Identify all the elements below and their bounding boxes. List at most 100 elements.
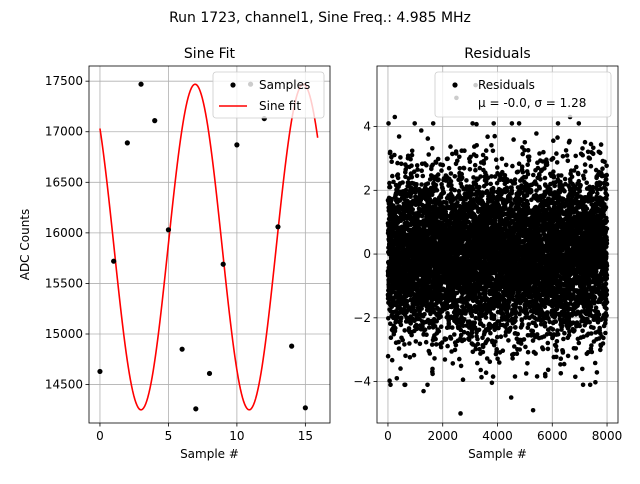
residual-point <box>449 336 454 341</box>
residual-point <box>462 148 467 153</box>
residual-point <box>495 165 500 170</box>
residual-point <box>484 370 489 375</box>
residual-point <box>486 337 491 342</box>
residual-point <box>462 337 467 342</box>
legend-samples-label: Samples <box>259 78 310 92</box>
residual-point <box>435 188 440 193</box>
residual-point <box>387 181 392 186</box>
residual-point <box>475 337 480 342</box>
residual-point <box>500 157 505 162</box>
residual-point <box>414 182 419 187</box>
sample-point <box>193 406 198 411</box>
residual-point <box>516 170 521 175</box>
sine-fit-xtick-label: 15 <box>298 429 313 443</box>
residuals-xtick-label: 4000 <box>482 429 513 443</box>
residual-point <box>439 324 444 329</box>
residual-point <box>434 342 439 347</box>
legend-fit-label: Sine fit <box>259 99 301 113</box>
residual-point <box>511 137 516 142</box>
figure-suptitle: Run 1723, channel1, Sine Freq.: 4.985 MH… <box>169 10 471 26</box>
residual-point <box>468 167 473 172</box>
residual-points <box>386 121 610 387</box>
residual-point <box>459 364 464 369</box>
residual-point <box>474 143 479 148</box>
residual-point <box>464 178 469 183</box>
residual-point <box>452 188 457 193</box>
residual-point <box>468 159 473 164</box>
residual-point <box>407 341 412 346</box>
sample-point <box>234 142 239 147</box>
residual-point <box>400 180 405 185</box>
residual-point <box>445 344 450 349</box>
residual-point <box>410 149 415 154</box>
residual-point <box>520 318 525 323</box>
sine-fit-ytick-label: 15500 <box>45 276 83 290</box>
residual-point <box>490 381 495 386</box>
residual-point <box>431 121 436 126</box>
residual-point <box>424 332 429 337</box>
residual-point <box>432 356 437 361</box>
residual-point <box>479 375 484 380</box>
residual-point <box>477 185 482 190</box>
residual-point <box>407 326 412 331</box>
sample-point <box>152 118 157 123</box>
sample-point <box>138 82 143 87</box>
residual-point <box>451 361 456 366</box>
residual-point <box>513 374 518 379</box>
residual-point <box>517 121 522 126</box>
residual-point <box>475 361 480 366</box>
residual-point <box>430 146 435 151</box>
residual-point <box>426 181 431 186</box>
residual-point <box>403 383 408 388</box>
residual-point <box>449 171 454 176</box>
residual-point <box>412 353 417 358</box>
residual-point <box>388 150 393 155</box>
residual-point <box>403 354 408 359</box>
residual-point <box>410 153 415 158</box>
residual-point <box>457 357 462 362</box>
sine-fit-ytick-label: 14500 <box>45 378 83 392</box>
residual-point <box>481 324 486 329</box>
residual-point <box>492 313 497 318</box>
residual-point <box>388 383 393 388</box>
residual-point <box>506 304 511 309</box>
residual-point <box>396 176 401 181</box>
residual-point <box>389 159 394 164</box>
residual-point <box>478 174 483 179</box>
residual-point <box>488 359 493 364</box>
residual-point <box>494 157 499 162</box>
residuals-ytick-label: 2 <box>363 183 371 197</box>
residual-point <box>513 177 518 182</box>
sine-fit-ytick-label: 16500 <box>45 175 83 189</box>
residual-point <box>452 332 457 337</box>
residual-point <box>412 121 417 126</box>
residual-point <box>433 337 438 342</box>
residual-point <box>450 152 455 157</box>
residual-point <box>396 340 401 345</box>
residual-point <box>442 191 447 196</box>
sine-fit-frame <box>89 66 330 423</box>
residual-point <box>392 153 397 158</box>
residual-point <box>441 163 446 168</box>
residual-point <box>428 351 433 356</box>
residual-point <box>491 374 496 379</box>
residual-point <box>387 378 392 383</box>
sine-fit-ytick-label: 17000 <box>45 125 83 139</box>
residual-point <box>419 128 424 133</box>
sample-point <box>303 405 308 410</box>
residual-point <box>439 345 444 350</box>
residual-point <box>436 177 441 182</box>
residual-point <box>422 312 427 317</box>
residual-point <box>474 122 479 127</box>
residual-point <box>499 334 504 339</box>
residual-point <box>443 357 448 362</box>
residual-point <box>418 342 423 347</box>
sample-point <box>221 262 226 267</box>
residual-point <box>415 174 420 179</box>
residual-point <box>488 182 493 187</box>
residual-point <box>434 183 439 188</box>
residual-point <box>477 328 482 333</box>
residual-point <box>483 291 488 296</box>
